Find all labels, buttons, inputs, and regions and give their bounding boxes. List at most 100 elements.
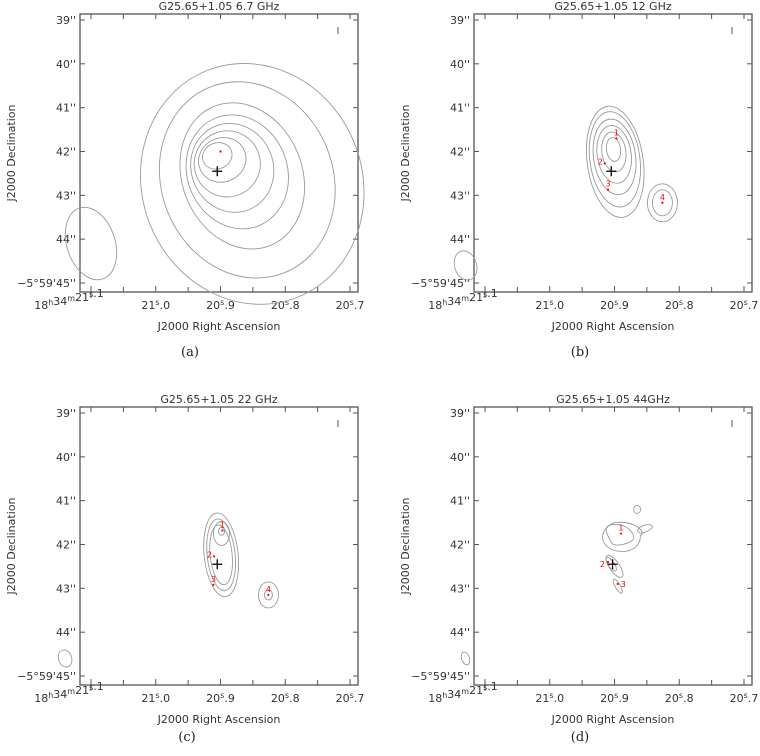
position-cross-icon — [212, 166, 223, 177]
beam-ellipse — [460, 651, 471, 666]
plot-frame — [473, 406, 753, 686]
y-tick-label: −5°59'45'' — [411, 670, 470, 683]
caption-b: (b) — [570, 345, 590, 360]
contours — [460, 504, 653, 666]
x-tick-label: 18h34m21s.1 — [34, 287, 104, 312]
y-tick-label: 39'' — [56, 14, 76, 27]
contour-plot-d: G25.65+1.05 44GHz 39'' 40'' 41'' 42'' 43'' 44'… — [399, 393, 758, 726]
position-cross-icon — [607, 559, 618, 570]
panel-b: G25.65+1.05 12 GHz 39'' 40'' 41'' 42'' 43'' 44… — [380, 0, 760, 378]
x-tick-label: 21s.0 — [141, 298, 170, 312]
y-tick-label: 39'' — [450, 407, 470, 420]
source-label: 3 — [211, 575, 216, 584]
y-tick-label: 44'' — [450, 233, 470, 246]
source-dot — [603, 162, 606, 165]
x-tick-label: 20s.7 — [336, 691, 365, 705]
source-dot — [615, 137, 618, 140]
plot-title: G25.65+1.05 12 GHz — [554, 0, 672, 13]
x-axis-label: J2000 Right Ascension — [157, 320, 281, 333]
x-tick-label: 20s.8 — [665, 298, 694, 312]
y-tick-label: 39'' — [56, 407, 76, 420]
panel-c: G25.65+1.05 22 GHz 39'' 40'' 41'' 42'' 43'' 44… — [0, 378, 380, 756]
y-tick-label: 41'' — [56, 495, 76, 508]
y-tick-label: 41'' — [450, 495, 470, 508]
beam-ellipse — [453, 250, 478, 281]
y-tick-label: 41'' — [56, 102, 76, 115]
source-label: 4 — [660, 193, 665, 202]
source-label: 3 — [621, 580, 626, 589]
y-tick-label: 43'' — [56, 189, 76, 202]
x-axis-label: J2000 Right Ascension — [551, 713, 675, 726]
contour-plot-a: G25.65+1.05 6.7 GHz39''40''41''42''43''4… — [5, 0, 365, 333]
x-tick-label: 20s.8 — [271, 298, 300, 312]
source-dot — [616, 582, 619, 586]
source-dot — [221, 529, 224, 532]
beam-ellipse — [64, 206, 118, 281]
source-dot — [267, 593, 270, 597]
x-tick-label: 18h34m21s.1 — [428, 680, 498, 705]
contour-plot-b: G25.65+1.05 12 GHz39''40''41''42''43''44… — [399, 0, 759, 333]
beam-ellipse — [57, 649, 73, 668]
y-tick-label: −5°59'45'' — [17, 670, 76, 683]
y-tick-label: 40'' — [56, 451, 76, 464]
source-dot — [606, 560, 610, 564]
plot-frame — [79, 13, 359, 293]
contours — [64, 63, 365, 305]
contour-plot-c: G25.65+1.05 22 GHz39''40''41''42''43''44… — [5, 393, 365, 726]
source-dot — [212, 555, 216, 558]
source-label: 1 — [220, 520, 225, 529]
x-tick-label: 20s.8 — [271, 691, 300, 705]
position-cross-icon — [212, 559, 223, 570]
y-tick-label: 43'' — [450, 189, 470, 202]
x-tick-label: 20s.7 — [336, 298, 365, 312]
x-tick-label: 18h34m21s.1 — [34, 680, 104, 705]
contours — [453, 105, 678, 281]
source-label: 3 — [605, 180, 610, 189]
y-axis-label: J2000 Declination — [5, 498, 18, 596]
x-tick-label: 20s.9 — [206, 691, 235, 705]
y-tick-label: 39'' — [450, 14, 470, 27]
caption-c: (c) — [178, 730, 196, 745]
x-axis-label: J2000 Right Ascension — [157, 713, 281, 726]
plot-title: G25.65+1.05 6.7 GHz — [159, 0, 280, 13]
x-tick-label: 21s.0 — [535, 298, 564, 312]
caption-a: (a) — [181, 345, 199, 360]
source-label: 2 — [600, 560, 605, 569]
position-cross-icon — [606, 166, 617, 177]
source-dot — [619, 532, 623, 535]
plot-title: G25.65+1.05 44GHz — [556, 393, 670, 406]
source-label: 4 — [266, 585, 271, 594]
x-tick-label: 21s.0 — [141, 691, 170, 705]
source-label: 1 — [618, 524, 623, 533]
x-tick-label: 20s.7 — [730, 298, 759, 312]
source-label: 1 — [614, 128, 619, 137]
x-axis-label: J2000 Right Ascension — [551, 320, 675, 333]
y-tick-label: −5°59'45'' — [17, 277, 76, 290]
y-tick-label: 43'' — [56, 582, 76, 595]
contours — [57, 512, 279, 668]
y-tick-label: 43'' — [450, 582, 470, 595]
panel-a: G25.65+1.05 6.7 GHz 39'' 40'' 41'' 42'' 43'' 4… — [0, 0, 380, 378]
source-dot — [606, 188, 610, 191]
y-axis-label: J2000 Declination — [399, 498, 412, 596]
x-tick-label: 20s.9 — [600, 298, 629, 312]
source-label: 2 — [598, 157, 603, 166]
panel-d: G25.65+1.05 44GHz 39'' 40'' 41'' 42'' 43'' 44'… — [380, 378, 760, 756]
x-tick-label: 20s.9 — [600, 691, 629, 705]
y-tick-label: 42'' — [56, 539, 76, 552]
y-tick-label: 41'' — [450, 102, 470, 115]
y-axis-label: J2000 Declination — [5, 105, 18, 203]
source-dot — [219, 150, 222, 153]
x-tick-label: 20s.9 — [206, 298, 235, 312]
plot-frame — [79, 406, 359, 686]
y-tick-label: 40'' — [450, 451, 470, 464]
y-tick-label: 42'' — [450, 539, 470, 552]
x-tick-label: 21s.0 — [535, 691, 564, 705]
caption-d: (d) — [570, 730, 590, 745]
y-tick-label: 42'' — [56, 146, 76, 159]
plot-frame — [473, 13, 753, 293]
x-tick-label: 20s.8 — [665, 691, 694, 705]
y-tick-label: 40'' — [56, 58, 76, 71]
plot-title: G25.65+1.05 22 GHz — [160, 393, 278, 406]
y-tick-label: 44'' — [450, 626, 470, 639]
